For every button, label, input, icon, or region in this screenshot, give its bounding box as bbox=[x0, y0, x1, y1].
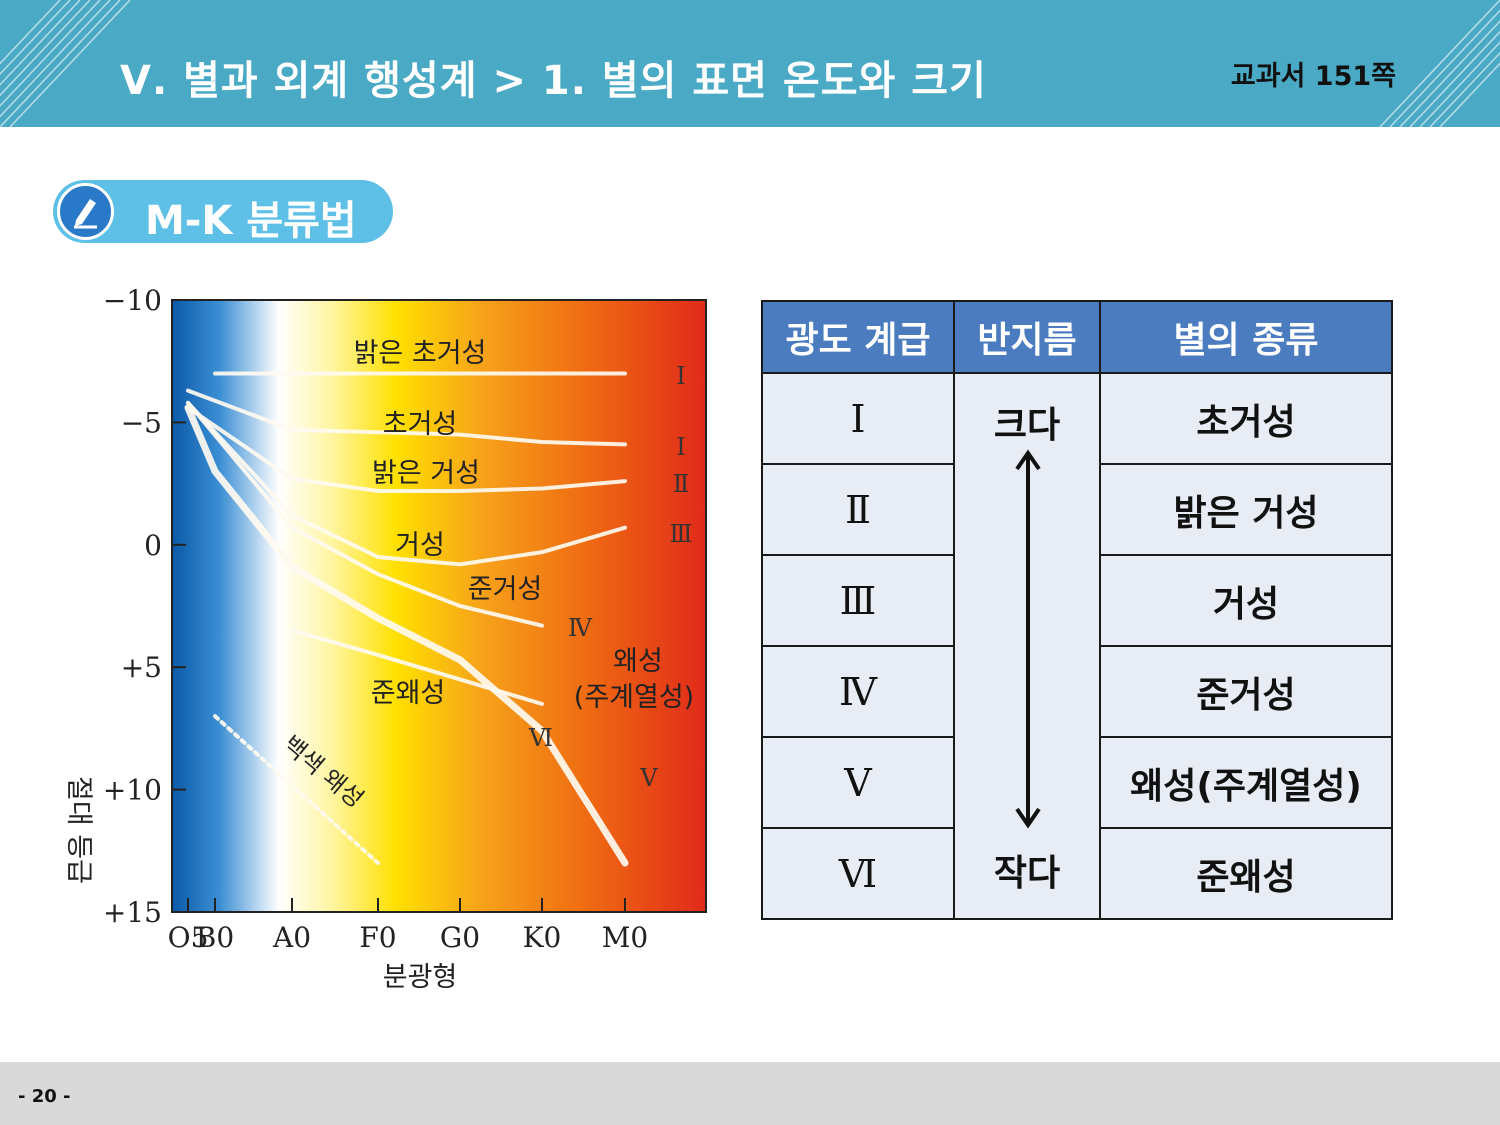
luminosity-class-cell: Ⅲ bbox=[761, 554, 955, 647]
y-tick-label: +5 bbox=[121, 651, 162, 684]
class-mark-VI: Ⅵ bbox=[528, 724, 553, 752]
series-curve bbox=[213, 714, 380, 866]
star-type-cell: 준거성 bbox=[1099, 645, 1393, 738]
label-subgiant: 준거성 bbox=[468, 574, 543, 605]
table-row: Ⅰ 크다 작다 초거성 bbox=[761, 372, 1393, 920]
header-bar: Ⅴ. 별과 외계 행성계 > 1. 별의 표면 온도와 크기 교과서 151쪽 bbox=[0, 0, 1500, 127]
section-title: M-K 분류법 bbox=[145, 198, 357, 244]
series-curve bbox=[186, 400, 627, 567]
star-type-cell: 밝은 거성 bbox=[1099, 463, 1393, 556]
table-row: Ⅲ 거성 bbox=[761, 554, 1393, 647]
luminosity-class-cell: Ⅴ bbox=[761, 736, 955, 829]
x-tick-label: O5 bbox=[168, 921, 209, 954]
y-tick-label: +15 bbox=[103, 896, 162, 929]
table-row: Ⅴ 왜성(주계열성) bbox=[761, 736, 1393, 829]
class-mark-III: Ⅲ bbox=[669, 520, 692, 548]
label-dwarf-main-sequence: (주계열성) bbox=[574, 682, 694, 713]
class-mark-II: Ⅱ bbox=[673, 470, 689, 498]
y-tick-label: 0 bbox=[144, 529, 162, 562]
x-tick-label: A0 bbox=[272, 921, 311, 954]
label-dwarf: 왜성 bbox=[613, 646, 663, 677]
label-bright-supergiant: 밝은 초거성 bbox=[354, 338, 487, 369]
label-bright-giant: 밝은 거성 bbox=[372, 458, 480, 489]
luminosity-class-cell: Ⅵ bbox=[761, 827, 955, 920]
label-supergiant: 초거성 bbox=[383, 409, 458, 440]
table-header-row: 광도 계급 반지름 별의 종류 bbox=[761, 300, 1393, 374]
y-axis-label: 절대 등급 bbox=[63, 776, 94, 884]
luminosity-class-cell: Ⅳ bbox=[761, 645, 955, 738]
header-radius: 반지름 bbox=[953, 300, 1101, 374]
radius-large-label: 크다 bbox=[993, 405, 1061, 446]
star-type-cell: 초거성 bbox=[1099, 372, 1393, 465]
star-type-cell: 거성 bbox=[1099, 554, 1393, 647]
x-tick-label: K0 bbox=[523, 921, 562, 954]
table-row: Ⅵ 준왜성 bbox=[761, 827, 1393, 920]
x-tick-label: G0 bbox=[440, 921, 480, 954]
label-giant: 거성 bbox=[395, 530, 445, 561]
page-title: Ⅴ. 별과 외계 행성계 > 1. 별의 표면 온도와 크기 bbox=[120, 58, 987, 104]
series-curve bbox=[184, 404, 629, 867]
star-type-cell: 왜성(주계열성) bbox=[1099, 736, 1393, 829]
header-luminosity-class: 광도 계급 bbox=[761, 300, 955, 374]
label-subdwarf: 준왜성 bbox=[371, 678, 446, 709]
y-tick-label: −10 bbox=[103, 284, 162, 317]
star-type-cell: 준왜성 bbox=[1099, 827, 1393, 920]
luminosity-class-cell: Ⅱ bbox=[761, 463, 955, 556]
x-tick-label: B0 bbox=[196, 921, 234, 954]
series-curve bbox=[186, 388, 627, 447]
y-tick-label: −5 bbox=[121, 406, 162, 439]
mk-classification-table: 광도 계급 반지름 별의 종류 Ⅰ 크다 작다 초거성 Ⅱ 밝은 거성 Ⅲ bbox=[761, 300, 1393, 920]
luminosity-class-cell: Ⅰ bbox=[761, 372, 955, 465]
table-row: Ⅳ 준거성 bbox=[761, 645, 1393, 738]
class-mark-I: Ⅰ bbox=[676, 433, 685, 461]
footer-bar: - 20 - bbox=[0, 1062, 1500, 1125]
class-mark-IV: Ⅳ bbox=[568, 614, 593, 642]
plot-area bbox=[171, 299, 707, 913]
page-number: - 20 - bbox=[18, 1086, 71, 1107]
y-tick-label: +10 bbox=[103, 774, 162, 807]
section-title-pill: M-K 분류법 bbox=[53, 180, 393, 244]
stripe-decoration-left bbox=[0, 0, 131, 127]
series-curve bbox=[186, 405, 627, 493]
textbook-page-ref: 교과서 151쪽 bbox=[1230, 61, 1396, 92]
radius-cell: 크다 작다 bbox=[953, 372, 1101, 920]
series-curve bbox=[290, 628, 544, 706]
class-mark-I-top: Ⅰ bbox=[676, 362, 685, 390]
double-arrow-icon bbox=[1015, 449, 1041, 829]
series-curve bbox=[186, 400, 544, 628]
class-mark-V: Ⅴ bbox=[639, 764, 658, 792]
x-tick-label: F0 bbox=[359, 921, 396, 954]
x-tick-label: M0 bbox=[602, 921, 648, 954]
radius-small-label: 작다 bbox=[993, 853, 1061, 894]
table-row: Ⅱ 밝은 거성 bbox=[761, 463, 1393, 556]
stripe-decoration-right bbox=[1379, 0, 1500, 127]
pencil-icon bbox=[57, 183, 114, 240]
header-star-type: 별의 종류 bbox=[1099, 300, 1393, 374]
x-axis-label: 분광형 bbox=[383, 962, 458, 993]
